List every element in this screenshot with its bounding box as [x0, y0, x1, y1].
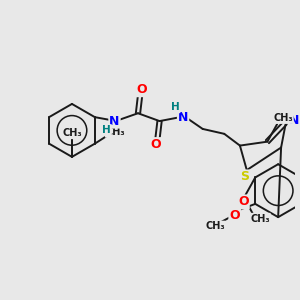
- Text: H: H: [171, 102, 180, 112]
- Text: N: N: [109, 115, 120, 128]
- Text: S: S: [240, 170, 249, 184]
- Text: CH₃: CH₃: [106, 127, 125, 137]
- Text: O: O: [238, 195, 249, 208]
- Text: O: O: [150, 138, 161, 151]
- Text: N: N: [289, 114, 299, 127]
- Text: CH₃: CH₃: [205, 221, 225, 231]
- Text: H: H: [102, 125, 111, 135]
- Text: N: N: [178, 111, 188, 124]
- Text: O: O: [136, 83, 147, 96]
- Text: O: O: [229, 209, 240, 222]
- Text: CH₃: CH₃: [62, 128, 82, 138]
- Text: CH₃: CH₃: [273, 113, 293, 123]
- Text: CH₃: CH₃: [250, 214, 270, 224]
